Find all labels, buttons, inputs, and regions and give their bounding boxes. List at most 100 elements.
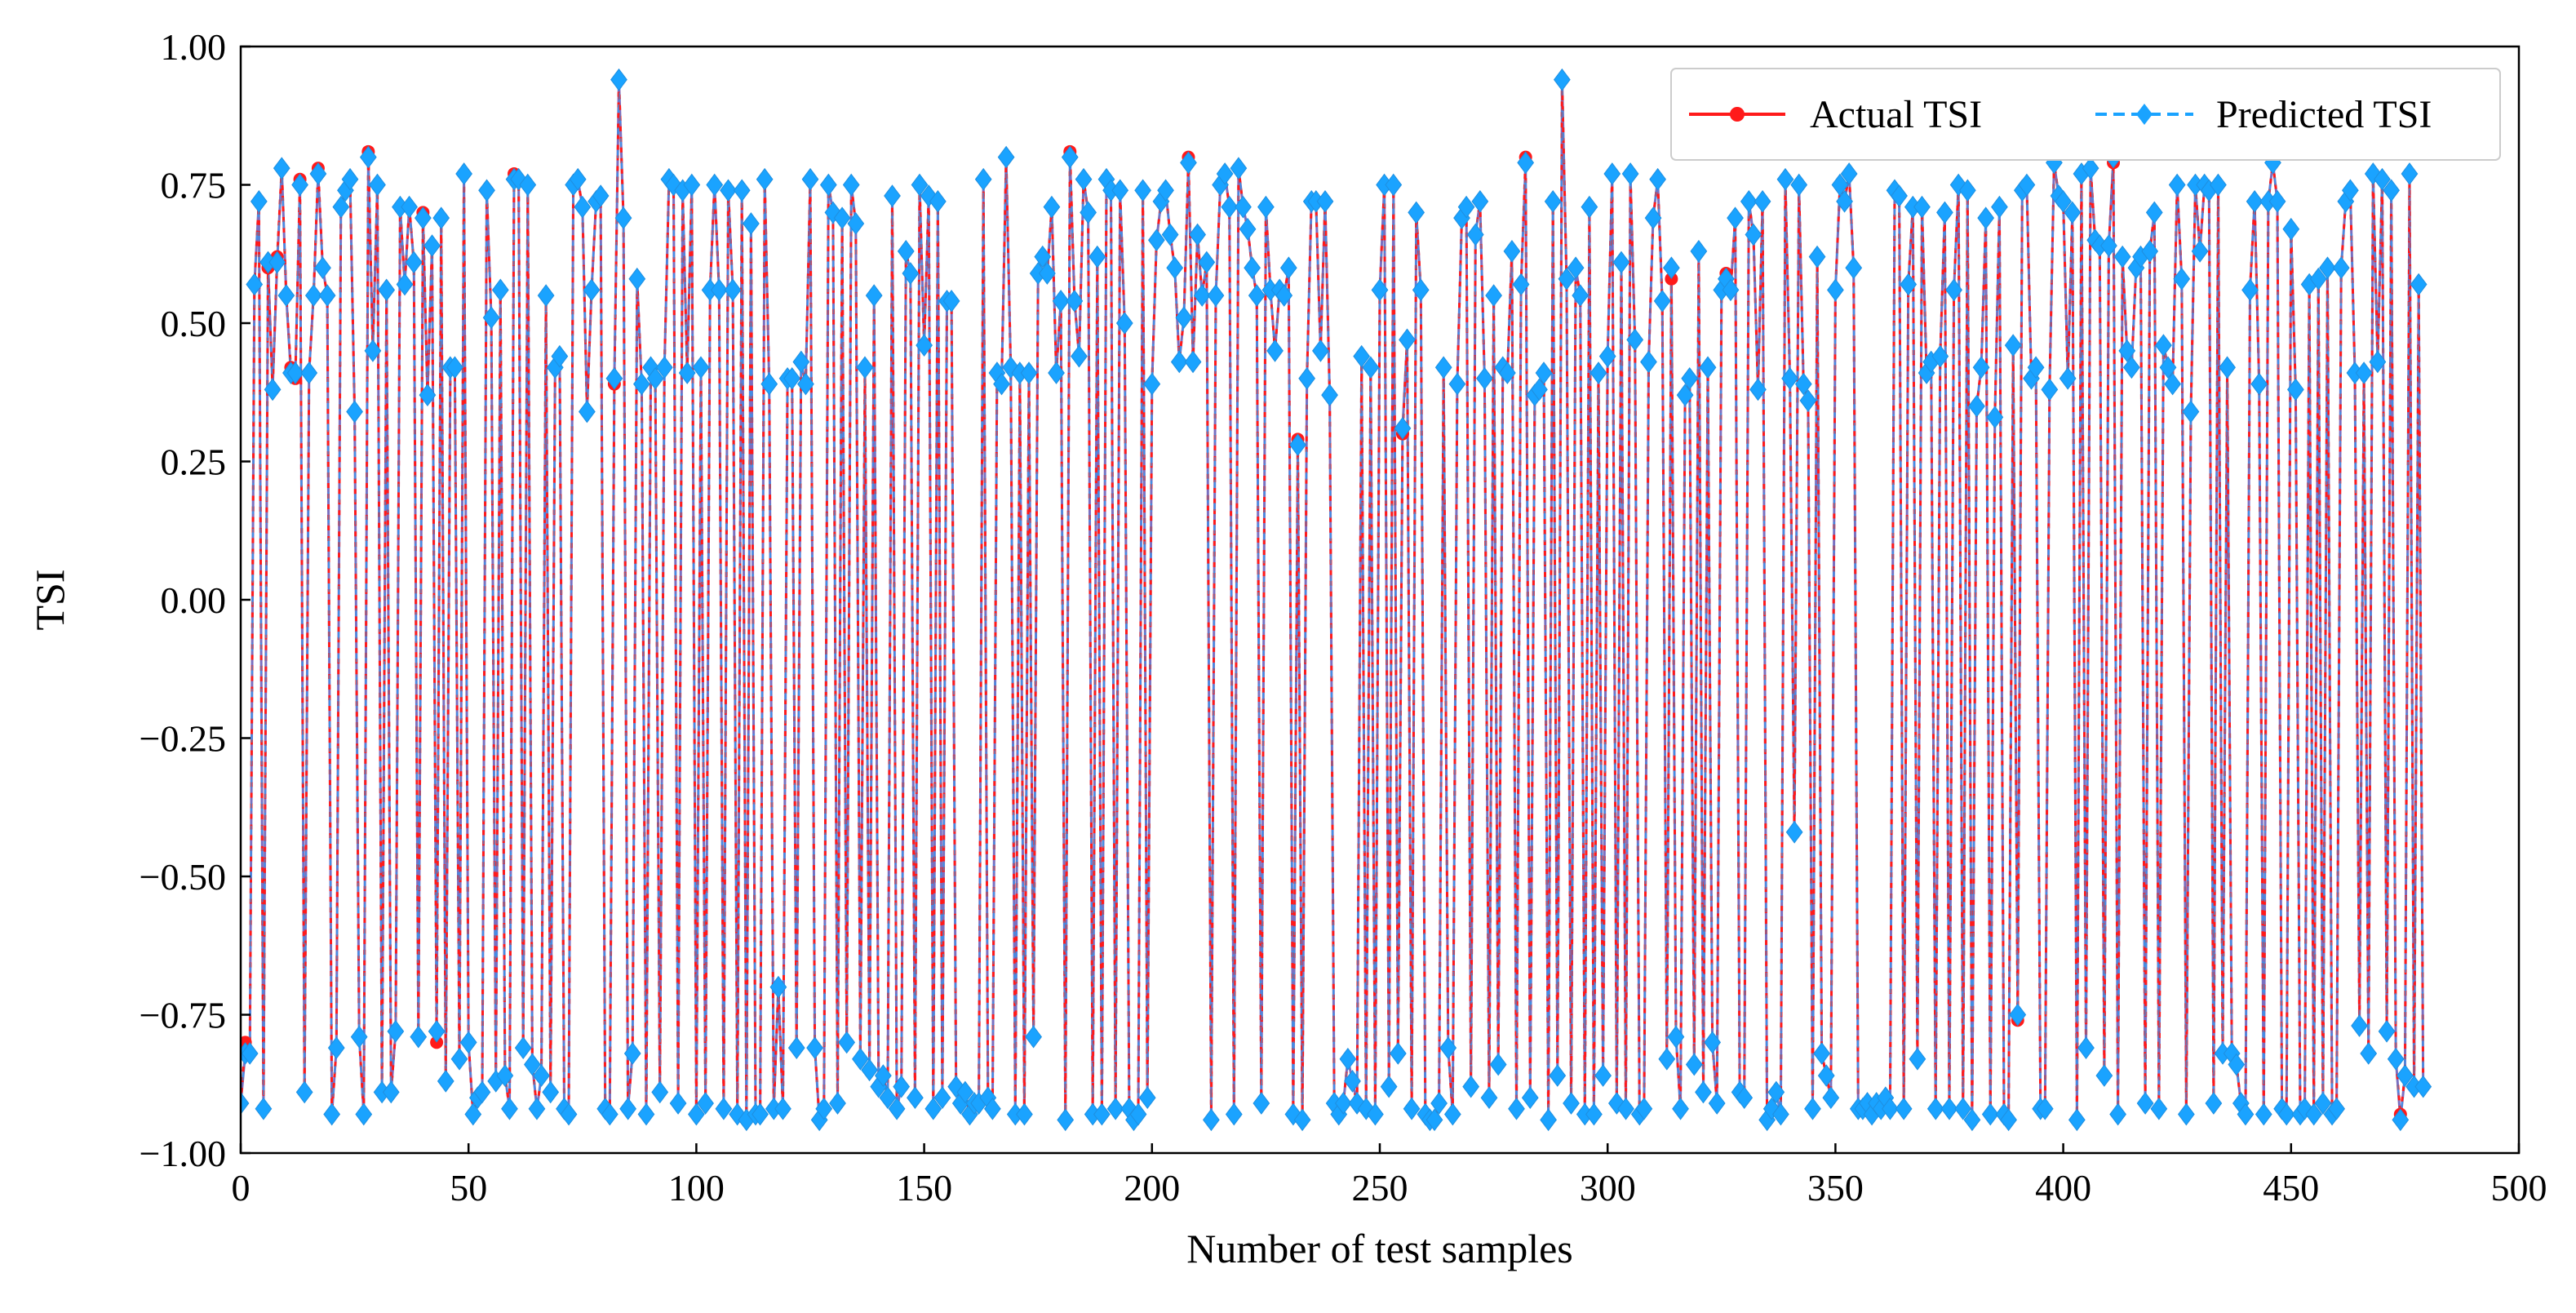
predicted-point <box>1931 344 1949 368</box>
predicted-point <box>1612 251 1630 274</box>
predicted-point <box>1298 366 1316 390</box>
predicted-point <box>332 195 350 219</box>
predicted-point <box>542 1080 560 1104</box>
actual-point <box>2430 0 2443 7</box>
predicted-point <box>628 267 646 291</box>
predicted-point <box>1425 1108 1443 1132</box>
predicted-point <box>1161 223 1179 246</box>
predicted-point <box>2000 1108 2017 1132</box>
predicted-point <box>455 162 472 185</box>
predicted-point <box>1667 1025 1685 1049</box>
predicted-point <box>2246 190 2263 213</box>
predicted-point <box>300 362 318 384</box>
predicted-point <box>1785 820 1803 844</box>
predicted-point <box>1695 1080 1712 1104</box>
predicted-point <box>1708 1092 1726 1115</box>
predicted-point <box>1115 312 1133 335</box>
predicted-point <box>346 400 363 424</box>
predicted-point <box>1685 1053 1703 1076</box>
predicted-point <box>1394 416 1412 440</box>
predicted-point <box>1958 179 1976 202</box>
predicted-point <box>1558 267 1576 291</box>
predicted-point <box>2118 339 2136 362</box>
predicted-point <box>601 1102 619 1126</box>
predicted-point <box>473 1080 491 1104</box>
predicted-point <box>833 206 851 230</box>
legend-predicted-marker <box>2136 104 2153 125</box>
predicted-point <box>295 1080 313 1104</box>
predicted-point <box>1380 1075 1398 1098</box>
predicted-point <box>902 262 920 285</box>
predicted-point <box>2332 256 2350 280</box>
predicted-point <box>1143 372 1161 396</box>
predicted-point <box>997 145 1015 169</box>
predicted-point <box>842 173 860 197</box>
predicted-point <box>1607 1092 1625 1115</box>
predicted-point <box>2155 334 2172 357</box>
legend-box <box>1670 68 2501 161</box>
predicted-point <box>1239 217 1257 241</box>
predicted-point <box>1799 389 1817 412</box>
predicted-point <box>2064 201 2082 224</box>
predicted-point <box>1462 1075 1480 1098</box>
predicted-point <box>1690 240 1708 263</box>
predicted-point <box>1020 362 1038 384</box>
predicted-point <box>450 1047 468 1071</box>
predicted-point <box>797 372 814 396</box>
predicted-point <box>1293 1108 1311 1132</box>
predicted-point <box>983 1097 1001 1120</box>
predicted-point <box>1681 366 1699 390</box>
predicted-point <box>2136 1092 2154 1115</box>
x-tick-label: 250 <box>1352 1167 1408 1209</box>
predicted-point <box>1439 1036 1457 1060</box>
predicted-point <box>879 1086 897 1110</box>
predicted-point <box>478 179 495 202</box>
predicted-point <box>1357 1097 1375 1120</box>
predicted-point <box>1016 1102 1033 1126</box>
y-tick-label: 0.00 <box>161 579 227 621</box>
predicted-point <box>537 284 555 307</box>
predicted-point <box>2100 234 2117 257</box>
predicted-point <box>856 356 874 379</box>
predicted-point <box>583 278 601 302</box>
predicted-point <box>692 356 710 379</box>
predicted-point <box>2027 356 2045 379</box>
predicted-point <box>824 201 842 224</box>
legend: Actual TSI Predicted TSI <box>1670 68 2501 161</box>
actual-point <box>2435 0 2448 7</box>
predicted-point <box>2342 179 2359 202</box>
x-axis-ticks: 0 50 100 150 200 250 300 350 400 450 500 <box>232 1143 2547 1209</box>
predicted-point <box>2205 1092 2223 1115</box>
predicted-point <box>1175 306 1193 330</box>
y-tick-label: 0.25 <box>161 441 227 483</box>
predicted-point <box>268 251 286 274</box>
x-tick-label: 150 <box>896 1167 952 1209</box>
predicted-point <box>2095 1064 2113 1087</box>
actual-point <box>2481 0 2494 7</box>
predicted-point <box>1476 366 1493 390</box>
predicted-point <box>1882 1097 1899 1120</box>
predicted-point <box>1827 278 1844 302</box>
predicted-point <box>2219 356 2236 379</box>
predicted-point <box>378 278 396 302</box>
plot-frame <box>239 45 2521 1155</box>
predicted-point <box>2355 362 2373 384</box>
actual-point <box>2494 0 2507 7</box>
predicted-point <box>1166 256 1184 280</box>
x-tick-label: 350 <box>1807 1167 1864 1209</box>
predicted-point <box>1598 344 1616 368</box>
predicted-point <box>1471 190 1489 213</box>
predicted-point <box>1594 1064 1612 1087</box>
predicted-point <box>1895 1097 1913 1120</box>
predicted-point <box>1279 256 1297 280</box>
predicted-point <box>1776 167 1794 191</box>
predicted-point <box>1466 223 1484 246</box>
predicted-point <box>1399 328 1416 352</box>
predicted-point <box>1334 1092 1352 1115</box>
actual-point <box>2426 0 2439 7</box>
actual-point <box>2503 0 2516 7</box>
series-predicted-line <box>241 79 2424 1123</box>
predicted-point <box>2237 1102 2255 1126</box>
predicted-point <box>1321 384 1338 406</box>
